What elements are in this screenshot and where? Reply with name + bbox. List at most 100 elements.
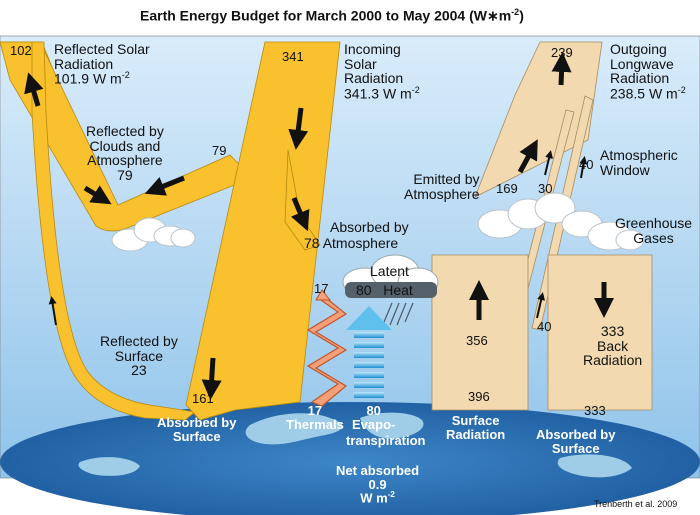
figure-title: Earth Energy Budget for March 2000 to Ma… [140,7,524,24]
reflected-surface-up-arrow [48,296,57,326]
net-absorbed-value: 0.9 [368,476,387,492]
absorbed-surface-left-line-1: Absorbed by [157,415,237,430]
back-radiation-value: 333 [600,323,625,339]
net-absorbed-unit: W m [360,490,388,506]
incoming-solar-unit-exp: -2 [411,85,420,96]
latent-heat-value: 80 [356,282,372,298]
surface-radiation-line-1: Surface [451,413,500,428]
net-absorbed-unit-exp: -2 [387,490,395,500]
atmospheric-window-line-1: Atmospheric [600,147,678,163]
outgoing-longwave-line-1: Outgoing [610,41,667,57]
surface-radiation-mid-value: 356 [466,333,488,348]
emitted-atmosphere-line-2: Atmosphere [404,185,480,202]
absorbed-atmosphere-text: Atmosphere [322,235,399,251]
reflected-surface-value: 23 [131,362,147,379]
reflected-solar-unit-exp: -2 [121,70,130,81]
back-radiation-label: 333 Back Radiation [583,324,642,368]
cloud-left [111,217,196,252]
title-exponent: -2 [511,7,520,17]
surface-radiation-label: Surface Radiation [446,414,505,441]
latent-heat-line-1: Latent [370,263,409,279]
incoming-solar-value: 341 [282,49,304,64]
earth-land-mass [557,454,632,478]
absorbed-surface-down-arrow [201,357,222,400]
reflected-solar-amount: 101.9 [54,71,90,88]
earth-globe [0,402,700,515]
absorbed-surface-right-label: Absorbed by Surface [536,428,615,455]
incoming-solar-label: Incoming Solar Radiation 341.3 W m-2 [344,42,420,101]
reflected-solar-up-arrow [24,72,44,107]
absorbed-atmosphere-value: 78 [304,235,320,251]
absorbed-surface-right-line-2: Surface [551,440,600,456]
absorbed-surface-right-value: 333 [584,403,606,418]
emitted-atmosphere-value: 169 [496,181,518,196]
outgoing-longwave-label: Outgoing Longwave Radiation 238.5 W m-2 [610,42,686,101]
earth-land-mass [360,412,424,439]
incoming-solar-unit: W m [382,85,412,102]
thermals-arrow-head [315,289,332,301]
back-radiation-line-2: Radiation [583,352,643,369]
incoming-solar-down-arrow [288,107,309,150]
surface-radiation-column [431,254,529,411]
greenhouse-gases-label: Greenhouse Gases [615,216,692,245]
reflected-clouds-down-arrow [83,185,112,205]
reflected-solar-label: Reflected Solar Radiation 101.9 W m-2 [54,42,150,87]
evapo-line-2: transpiration [346,433,426,448]
absorbed-surface-left-value: 161 [192,391,214,406]
window-upper-arrow [579,156,588,179]
absorbed-surface-left-line-2: Surface [172,428,221,444]
thermals-text: Thermals [286,416,344,432]
emitted-atmosphere-line-1: Emitted by [413,171,480,187]
thermals-arrow [306,297,348,407]
thermals-label: 17 Thermals [286,404,344,431]
incoming-solar-line-1: Incoming [344,41,401,57]
surface-radiation-line-2: Radiation [446,426,506,442]
outgoing-longwave-value: 239 [551,45,573,60]
reflected-clouds-line-2: Clouds and [89,137,161,154]
absorbed-surface-left-label: Absorbed by Surface [157,416,236,443]
thermals-value: 17 [307,403,323,418]
window-value-30: 30 [538,181,553,196]
surface-radiation-value: 396 [468,389,490,404]
absorbed-atmosphere-arrow [290,197,310,232]
incoming-solar-amount: 341.3 [344,85,380,102]
outgoing-longwave-unit-exp: -2 [677,85,686,96]
incoming-solar-line-3: Radiation [344,70,404,87]
absorbed-atmosphere-line-1: Absorbed by [330,219,409,235]
window-value-bottom: 40 [537,319,552,334]
evapo-line-1: Evapo- [352,416,396,432]
emitted-atmosphere-up-arrow [517,139,538,174]
net-absorbed-label: Net absorbed 0.9 W m-2 [336,464,419,505]
evapotranspiration-arrow [346,306,392,398]
reflected-clouds-line-3: Atmosphere [87,152,163,169]
reflected-clouds-line-1: Reflected by [86,123,164,139]
reflected-solar-value: 102 [10,43,32,58]
evapotranspiration-label: 80 Evapo- [352,404,395,431]
reflected-clouds-left-arrow [144,175,185,196]
outgoing-longwave-unit: W m [648,85,678,102]
latent-heat-text: Heat [383,282,413,298]
outgoing-longwave-amount: 238.5 [610,85,646,102]
reflected-solar-line-1: Reflected Solar [54,41,150,57]
window-30-arrow [544,150,553,176]
title-text: Earth Energy Budget for March 2000 to Ma… [140,7,487,24]
net-absorbed-line-1: Net absorbed [336,463,420,478]
absorbed-surface-right-line-1: Absorbed by [536,427,616,442]
title-close: ) [519,7,524,24]
earth-land-mass [78,457,140,476]
absorbed-atmosphere-line-2: 78 Atmosphere [304,236,398,251]
reflected-solar-unit: W m [92,71,122,88]
reflected-surface-line-1: Reflected by [100,333,178,349]
title-dot: ∗ [486,7,499,24]
reflected-surface-label: Reflected by Surface 23 [100,334,178,378]
title-unit: m [498,7,512,24]
earth-land-mass [245,413,343,445]
emitted-atmosphere-label: Emitted by Atmosphere [404,172,479,201]
outgoing-longwave-up-arrow [551,52,572,86]
outgoing-longwave-line-3: Radiation [610,70,670,87]
latent-heat-cloud [342,254,439,326]
figure-credit: Trenberth et al. 2009 [594,499,678,509]
window-value-top: 40 [579,157,594,172]
